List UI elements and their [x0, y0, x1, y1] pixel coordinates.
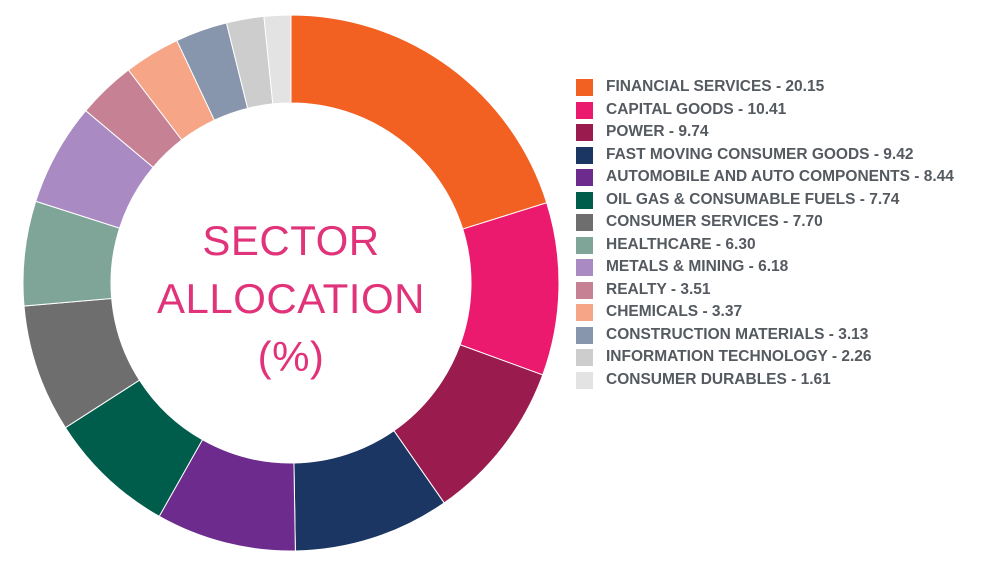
legend-swatch: [576, 101, 593, 119]
legend-label: METALS & MINING - 6.18: [606, 258, 789, 275]
legend-swatch: [576, 326, 593, 344]
legend-label: POWER - 9.74: [606, 123, 709, 140]
legend-item-6: OIL GAS & CONSUMABLE FUELS - 7.74: [576, 189, 981, 212]
legend-swatch: [576, 304, 593, 321]
legend-swatch: [576, 79, 593, 96]
legend-label: CHEMICALS - 3.37: [606, 303, 743, 320]
chart-title: SECTOR ALLOCATION (%): [141, 212, 441, 386]
chart-title-line-2: ALLOCATION: [157, 275, 425, 322]
legend-item-9: METALS & MINING - 6.18: [576, 256, 981, 279]
legend-label: CONSUMER SERVICES - 7.70: [606, 213, 823, 230]
legend-swatch: [576, 371, 593, 389]
pie-slice-1: [290, 14, 548, 230]
legend-swatch: [576, 169, 593, 186]
legend: FINANCIAL SERVICES - 20.15 CAPITAL GOODS …: [576, 76, 981, 391]
chart-title-line-3: (%): [257, 333, 325, 380]
legend-item-3: POWER - 9.74: [576, 121, 981, 144]
legend-swatch: [576, 191, 593, 209]
legend-label: HEALTHCARE - 6.30: [606, 235, 756, 253]
legend-item-11: CHEMICALS - 3.37: [576, 301, 981, 324]
legend-swatch: [576, 259, 593, 276]
legend-item-13: INFORMATION TECHNOLOGY - 2.26: [576, 346, 981, 369]
donut-chart: [22, 14, 560, 552]
legend-item-4: FAST MOVING CONSUMER GOODS - 9.42: [576, 144, 981, 167]
legend-item-2: CAPITAL GOODS - 10.41: [576, 99, 981, 122]
legend-label: FAST MOVING CONSUMER GOODS - 9.42: [606, 145, 914, 163]
legend-label: REALTY - 3.51: [606, 280, 711, 298]
legend-item-7: CONSUMER SERVICES - 7.70: [576, 211, 981, 234]
pie-slice-14: [263, 14, 292, 105]
legend-item-1: FINANCIAL SERVICES - 20.15: [576, 76, 981, 99]
pie-slice-2: [459, 202, 560, 376]
legend-swatch: [576, 236, 593, 254]
legend-swatch: [576, 146, 593, 164]
chart-title-line-1: SECTOR: [202, 217, 380, 264]
legend-label: CONSTRUCTION MATERIALS - 3.13: [606, 325, 869, 343]
legend-label: CONSUMER DURABLES - 1.61: [606, 370, 831, 388]
legend-swatch: [576, 214, 593, 231]
legend-label: CAPITAL GOODS - 10.41: [606, 100, 787, 118]
legend-item-12: CONSTRUCTION MATERIALS - 3.13: [576, 324, 981, 347]
legend-swatch: [576, 349, 593, 366]
legend-item-8: HEALTHCARE - 6.30: [576, 234, 981, 257]
legend-swatch: [576, 124, 593, 141]
legend-item-5: AUTOMOBILE AND AUTO COMPONENTS - 8.44: [576, 166, 981, 189]
legend-item-10: REALTY - 3.51: [576, 279, 981, 302]
legend-swatch: [576, 281, 593, 299]
legend-label: OIL GAS & CONSUMABLE FUELS - 7.74: [606, 190, 900, 208]
legend-label: FINANCIAL SERVICES - 20.15: [606, 78, 825, 95]
legend-label: INFORMATION TECHNOLOGY - 2.26: [606, 348, 872, 365]
legend-label: AUTOMOBILE AND AUTO COMPONENTS - 8.44: [606, 168, 954, 185]
legend-item-14: CONSUMER DURABLES - 1.61: [576, 369, 981, 392]
